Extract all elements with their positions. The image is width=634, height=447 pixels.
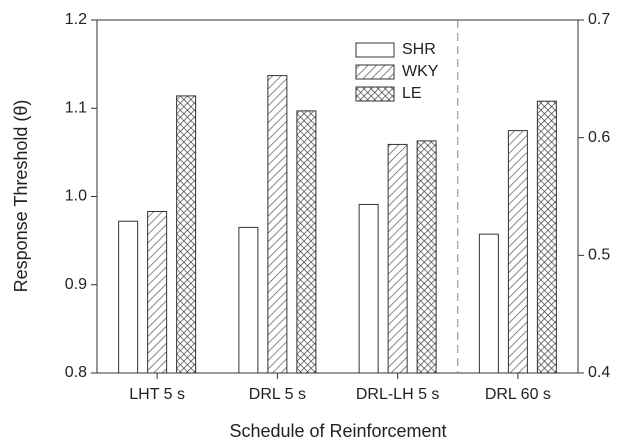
y2-tick-label: 0.6: [588, 129, 610, 146]
y-tick-label: 1.0: [65, 188, 87, 205]
legend-label: WKY: [402, 63, 439, 80]
y2-tick-label: 0.4: [588, 364, 610, 381]
y-tick-label: 1.1: [65, 99, 87, 116]
bar: [507, 130, 528, 374]
x-tick-label: LHT 5 s: [129, 386, 185, 403]
plot-frame: [96, 19, 579, 374]
bar: [416, 140, 437, 374]
bar: [118, 220, 139, 374]
x-tick-label: DRL-LH 5 s: [356, 386, 440, 403]
bar: [267, 75, 288, 374]
bar: [387, 143, 408, 374]
y-tick-label: 0.8: [65, 364, 87, 381]
y-tick-label: 0.9: [65, 276, 87, 293]
bar: [238, 226, 259, 374]
x-axis-label: Schedule of Reinforcement: [229, 421, 446, 441]
y-axis-label: Response Threshold (θ): [11, 100, 31, 293]
legend-swatch: [355, 86, 395, 102]
bar: [358, 203, 379, 374]
y2-tick-label: 0.7: [588, 11, 610, 28]
legend-label: SHR: [402, 41, 436, 58]
bar: [147, 211, 168, 374]
y2-tick-label: 0.5: [588, 247, 610, 264]
legend-swatch: [355, 42, 395, 58]
legend-label: LE: [402, 85, 422, 102]
bar: [296, 110, 317, 374]
x-tick-label: DRL 5 s: [249, 386, 306, 403]
bar: [478, 233, 499, 374]
bar: [176, 95, 197, 374]
x-tick-label: DRL 60 s: [485, 386, 551, 403]
legend-swatch: [355, 64, 395, 80]
y-tick-label: 1.2: [65, 11, 87, 28]
bar: [536, 100, 557, 374]
